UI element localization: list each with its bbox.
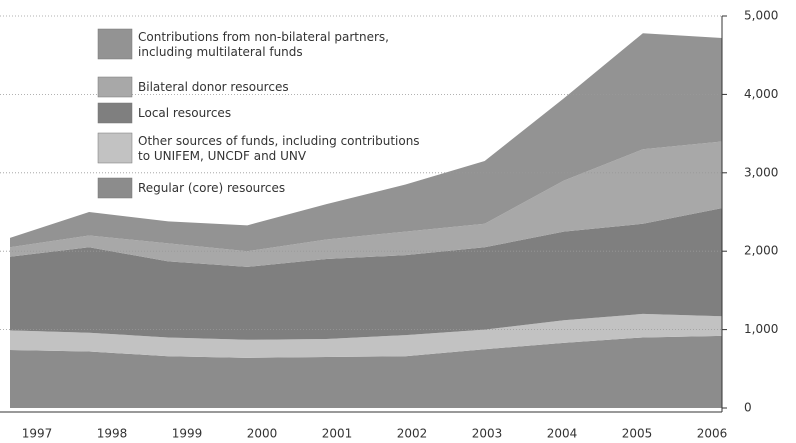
y-tick-label: 0 [744,401,752,415]
x-tick-label: 2000 [247,427,278,441]
x-tick-label: 1998 [97,427,128,441]
legend-label: Regular (core) resources [138,181,285,195]
y-tick-label: 4,000 [744,87,778,101]
y-tick-label: 5,000 [744,9,778,23]
x-tick-label: 1999 [172,427,203,441]
area [10,313,722,358]
legend-swatch [97,177,133,199]
legend-swatch [97,76,133,98]
legend-swatch [97,132,133,164]
legend-label: Other sources of funds, including contri… [138,134,420,163]
area [10,141,722,267]
area [10,335,722,408]
legend-label: Local resources [138,106,231,120]
x-tick-label: 2002 [397,427,428,441]
legend-swatch [97,102,133,124]
y-tick-label: 2,000 [744,244,778,258]
area [10,33,722,252]
legend-label: Contributions from non-bilateral partner… [138,30,389,59]
x-tick-label: 2006 [697,427,728,441]
area [10,208,722,340]
x-tick-label: 2004 [547,427,578,441]
y-tick-label: 3,000 [744,165,778,179]
legend-label: Bilateral donor resources [138,80,289,94]
legend-swatch [97,28,133,60]
y-tick-label: 1,000 [744,322,778,336]
x-tick-label: 2003 [472,427,503,441]
x-tick-label: 1997 [22,427,53,441]
x-tick-label: 2001 [322,427,353,441]
x-tick-label: 2005 [622,427,653,441]
